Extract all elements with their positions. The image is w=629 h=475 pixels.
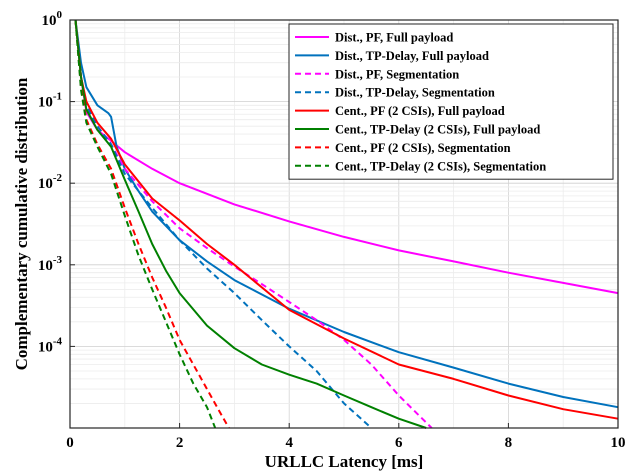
y-tick-label: 100 <box>42 9 63 29</box>
x-tick-label: 0 <box>66 435 74 451</box>
series-line-cent-pf-2-csis-full-payload <box>74 19 619 420</box>
legend-label: Cent., PF (2 CSIs), Full payload <box>335 104 505 118</box>
x-axis-ticks: 0 2 4 6 8 10 <box>66 423 626 451</box>
y-tick-label: 10-3 <box>38 254 63 274</box>
legend-label: Dist., TP-Delay, Full payload <box>335 49 489 63</box>
y-tick-label: 10-2 <box>38 172 63 192</box>
x-tick-label: 6 <box>395 435 403 451</box>
legend: Dist., PF, Full payload Dist., TP-Delay, … <box>288 23 614 180</box>
legend-label: Dist., PF, Segmentation <box>335 67 459 81</box>
legend-box <box>288 23 614 180</box>
series-line-dist-tp-delay-segmentation <box>74 19 373 429</box>
x-tick-label: 10 <box>611 435 626 451</box>
legend-label: Dist., TP-Delay, Segmentation <box>335 86 495 100</box>
x-tick-label: 4 <box>285 435 293 451</box>
x-axis-title: URLLC Latency [ms] <box>265 452 424 471</box>
y-axis-title: Complementary cumulative distribution <box>12 77 31 370</box>
legend-label: Cent., TP-Delay (2 CSIs), Segmentation <box>335 159 546 173</box>
legend-label: Dist., PF, Full payload <box>335 31 453 45</box>
legend-label: Cent., PF (2 CSIs), Segmentation <box>335 141 511 155</box>
series-line-cent-tp-delay-2-csis-segmentation <box>74 19 217 429</box>
y-axis-ticks: 10-4 10-3 10-2 10-1 100 <box>38 9 75 355</box>
plot-frame <box>69 19 619 429</box>
x-tick-label: 8 <box>505 435 513 451</box>
legend-label: Cent., TP-Delay (2 CSIs), Full payload <box>335 123 540 137</box>
series-line-cent-pf-2-csis-segmentation <box>74 19 230 429</box>
y-tick-label: 10-1 <box>38 91 62 111</box>
series-line-cent-tp-delay-2-csis-full-payload <box>74 19 427 429</box>
x-tick-label: 2 <box>176 435 184 451</box>
series-lines <box>74 19 619 429</box>
series-line-dist-tp-delay-full-payload <box>74 19 619 409</box>
y-tick-label: 10-4 <box>38 335 63 355</box>
